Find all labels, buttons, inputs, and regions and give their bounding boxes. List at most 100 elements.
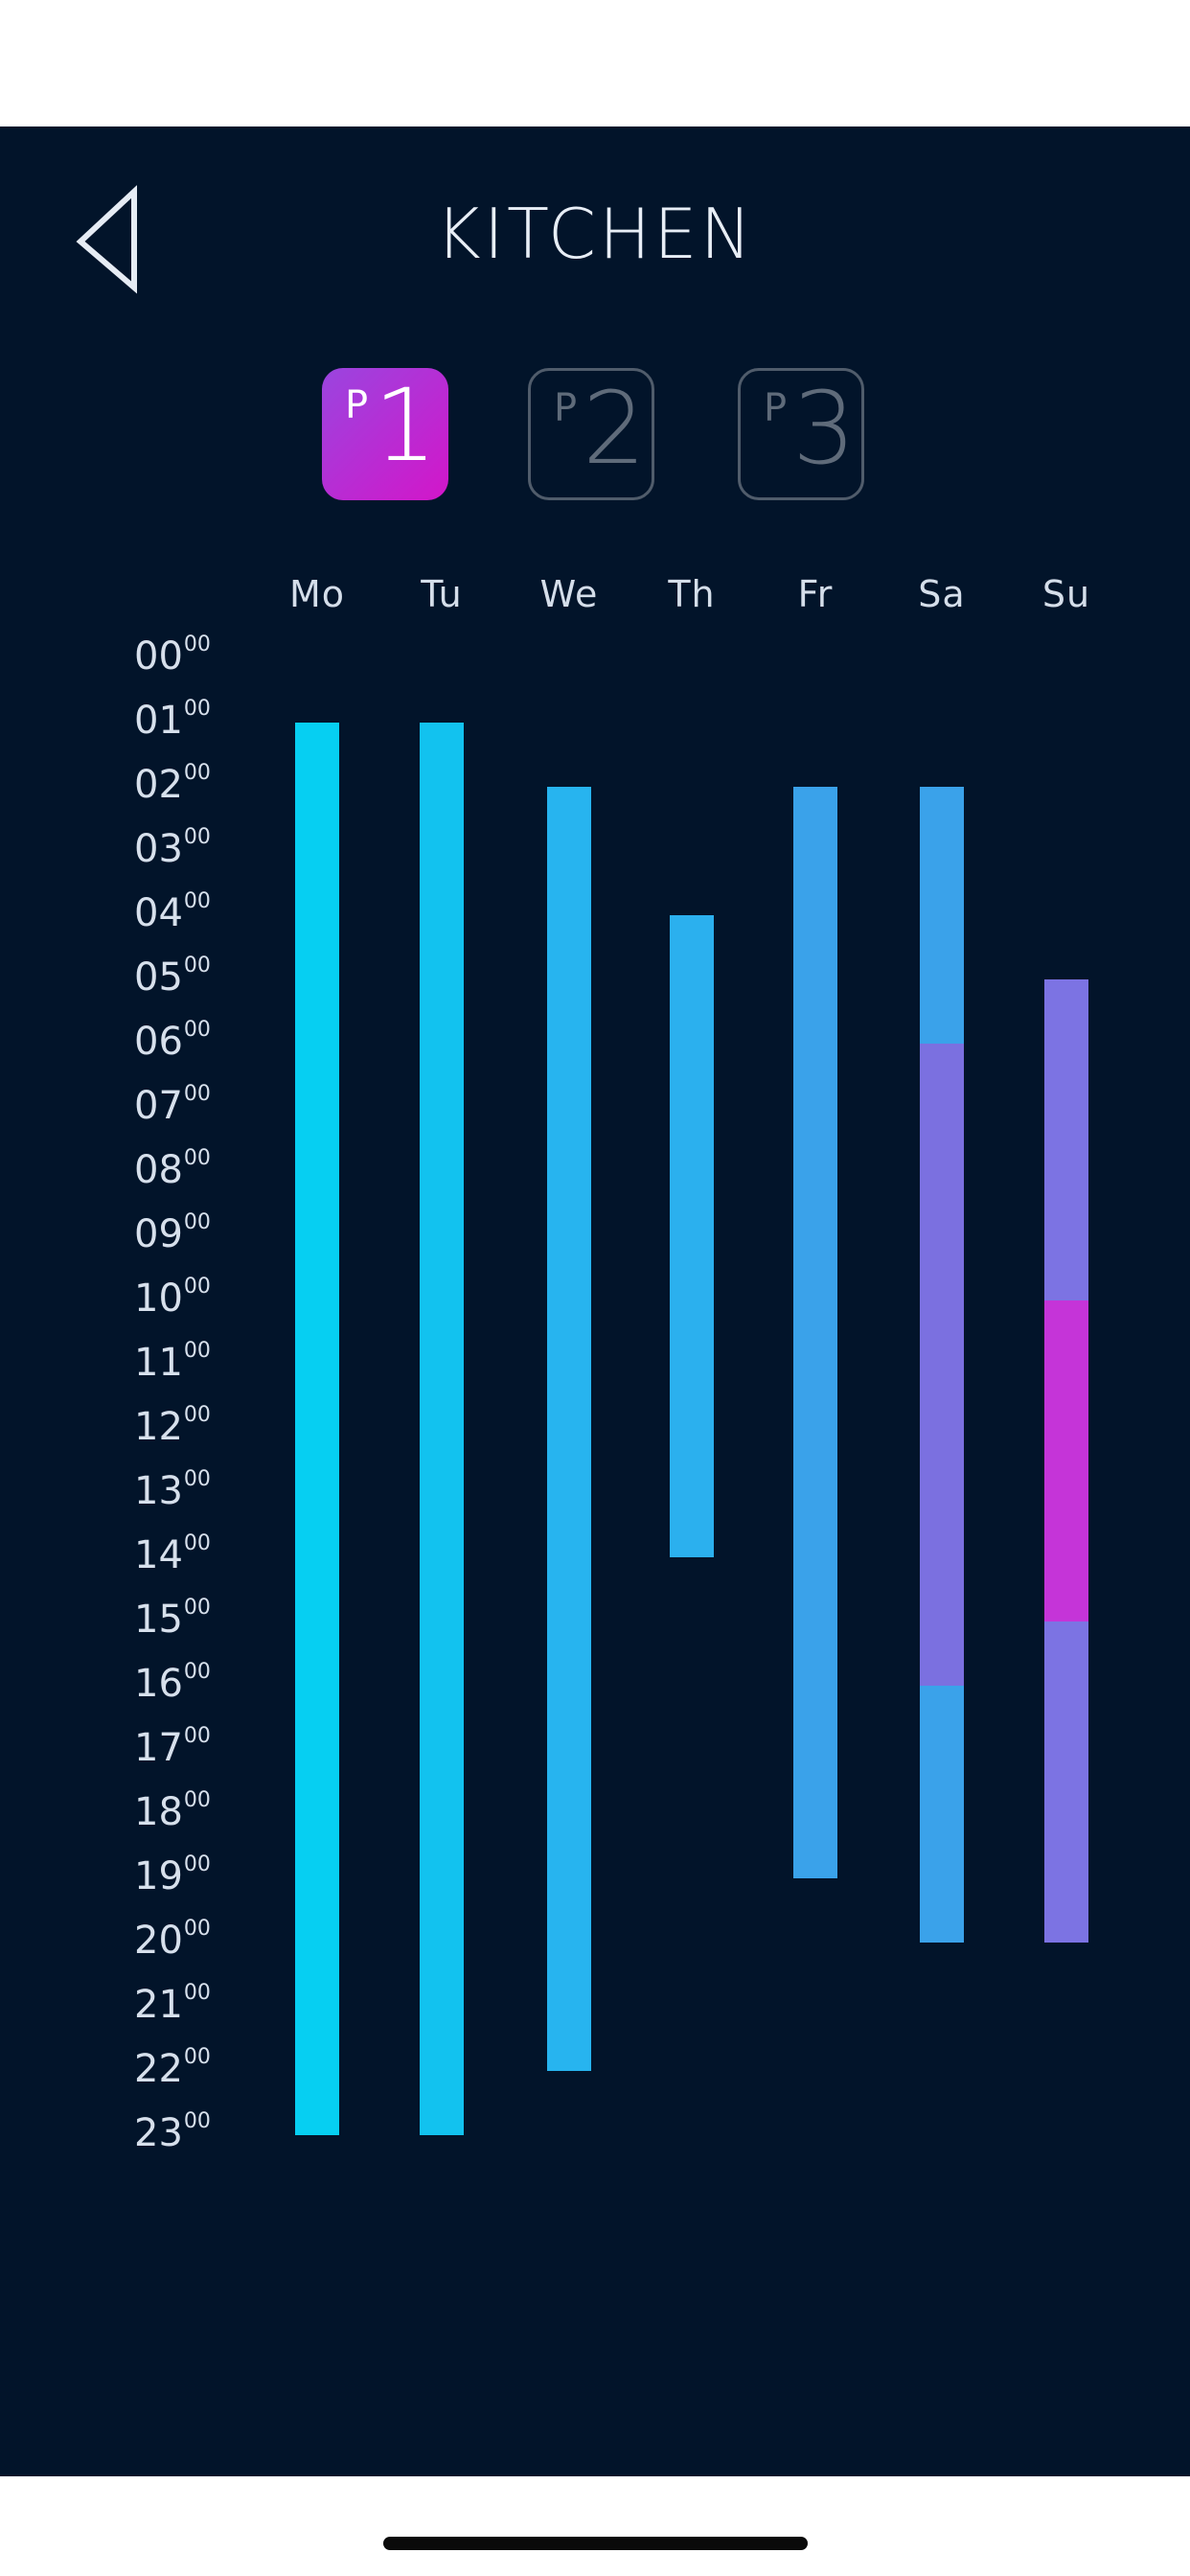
hour-value: 16 [134,1662,183,1706]
minute-value: 00 [183,2109,211,2133]
minute-value: 00 [183,697,211,721]
hour-label: 0500 [134,954,249,1000]
hour-label: 2000 [134,1917,249,1963]
program-number: 1 [374,367,438,484]
schedule-segment[interactable] [295,722,339,2135]
minute-value: 00 [183,1082,211,1106]
day-label-fr: Fr [797,573,834,615]
hour-label: 2300 [134,2109,249,2155]
hour-value: 03 [134,827,183,871]
back-button[interactable] [67,184,163,299]
minute-value: 00 [183,1467,211,1491]
schedule-segment[interactable] [547,786,591,2071]
day-label-tu: Tu [421,573,463,615]
minute-value: 00 [183,2045,211,2069]
hour-value: 17 [134,1726,183,1770]
hour-value: 11 [134,1341,183,1385]
hour-value: 00 [134,634,183,678]
minute-value: 00 [183,1210,211,1234]
hour-label: 1700 [134,1724,249,1770]
minute-value: 00 [183,954,211,978]
program-prefix: P [345,383,369,427]
minute-value: 00 [183,1981,211,2005]
minute-value: 00 [183,1596,211,1620]
day-label-sa: Sa [918,573,966,615]
minute-value: 00 [183,889,211,913]
hour-value: 07 [134,1084,183,1128]
schedule-segment[interactable] [920,786,964,1044]
program-number: 2 [583,370,647,487]
hour-value: 04 [134,891,183,935]
schedule-bar-we[interactable] [547,786,591,2071]
hour-label: 2200 [134,2045,249,2091]
hour-value: 09 [134,1212,183,1256]
program-prefix: P [764,386,788,430]
home-area [0,2476,1190,2576]
hour-value: 08 [134,1148,183,1192]
hour-value: 01 [134,699,183,743]
hour-value: 22 [134,2047,183,2091]
schedule-segment[interactable] [420,722,464,2135]
schedule-bar-th[interactable] [670,914,714,1557]
hour-label: 1400 [134,1531,249,1577]
hour-value: 14 [134,1533,183,1577]
schedule-segment[interactable] [1044,1300,1088,1622]
hour-label: 0300 [134,825,249,871]
program-number: 3 [792,370,857,487]
program-prefix: P [554,386,578,430]
schedule-segment[interactable] [1044,1621,1088,1943]
schedule-segment[interactable] [920,1685,964,1943]
day-label-su: Su [1041,573,1091,615]
hour-value: 15 [134,1598,183,1642]
day-label-th: Th [668,573,716,615]
schedule-bar-mo[interactable] [295,722,339,2135]
schedule-segment[interactable] [670,914,714,1557]
hour-label: 0000 [134,632,249,678]
hour-value: 18 [134,1790,183,1834]
minute-value: 00 [183,1275,211,1299]
schedule-segment[interactable] [1044,978,1088,1300]
schedule-segment[interactable] [920,1043,964,1686]
hour-label: 0800 [134,1146,249,1192]
minute-value: 00 [183,1852,211,1876]
back-chevron-icon [76,185,137,294]
schedule-bar-su[interactable] [1044,978,1088,1943]
hour-value: 12 [134,1405,183,1449]
hour-value: 05 [134,955,183,1000]
hour-value: 13 [134,1469,183,1513]
schedule-bar-fr[interactable] [793,786,837,1878]
minute-value: 00 [183,1724,211,1748]
hour-label: 0700 [134,1082,249,1128]
schedule-segment[interactable] [793,786,837,1878]
hour-label: 1000 [134,1275,249,1321]
minute-value: 00 [183,1146,211,1170]
hour-value: 19 [134,1854,183,1898]
hour-label: 0200 [134,761,249,807]
home-indicator[interactable] [383,2537,808,2550]
minute-value: 00 [183,1339,211,1363]
hour-label: 1100 [134,1339,249,1385]
minute-value: 00 [183,825,211,849]
hour-value: 02 [134,763,183,807]
hour-label: 1500 [134,1596,249,1642]
hour-value: 21 [134,1983,183,2027]
hour-label: 1600 [134,1660,249,1706]
schedule-bar-tu[interactable] [420,722,464,2135]
minute-value: 00 [183,632,211,656]
minute-value: 00 [183,761,211,785]
hour-label: 0400 [134,889,249,935]
hour-label: 2100 [134,1981,249,2027]
hour-label: 1200 [134,1403,249,1449]
hour-value: 23 [134,2111,183,2155]
page-title: KITCHEN [435,194,755,274]
schedule-bar-sa[interactable] [920,786,964,1943]
minute-value: 00 [183,1403,211,1427]
status-bar-area [0,0,1190,126]
hour-value: 06 [134,1020,183,1064]
day-label-mo: Mo [288,573,346,615]
hour-label: 1800 [134,1788,249,1834]
